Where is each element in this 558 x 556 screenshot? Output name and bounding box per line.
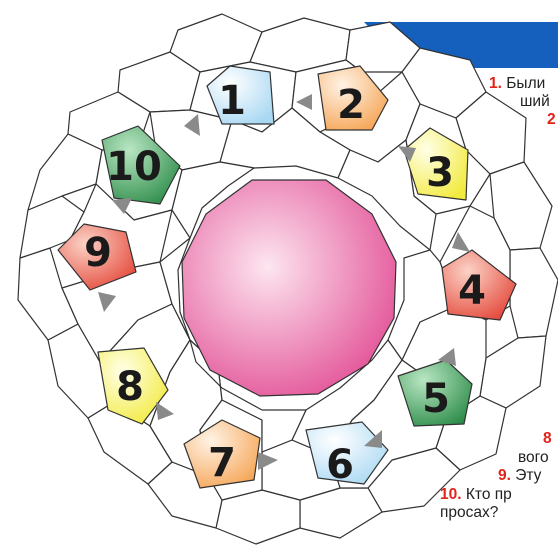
direction-arrow-icon	[156, 402, 174, 420]
grid-cell[interactable]	[189, 339, 307, 453]
grid-cell[interactable]	[159, 237, 191, 341]
numbered-cell-3[interactable]: 3	[398, 127, 469, 201]
cell-shape[interactable]	[317, 65, 389, 131]
cell-shape[interactable]	[97, 347, 169, 425]
grid-cell[interactable]	[509, 247, 558, 339]
direction-arrow-icon	[364, 430, 382, 448]
cell-shape[interactable]	[206, 65, 275, 125]
cell-shape[interactable]	[397, 359, 473, 427]
cell-number: 6	[326, 442, 354, 488]
cell-shape[interactable]	[441, 249, 517, 321]
numbered-cell-2[interactable]: 2	[296, 65, 389, 131]
direction-arrow-icon	[184, 114, 200, 136]
cell-number: 8	[116, 364, 144, 410]
direction-arrow-icon	[112, 198, 132, 214]
cell-shape[interactable]	[403, 127, 469, 201]
cell-number: 4	[458, 268, 486, 314]
cell-number: 2	[337, 82, 365, 128]
cell-number: 9	[84, 230, 112, 276]
grid-cell[interactable]	[479, 335, 547, 409]
numbered-cell-6[interactable]: 6	[305, 421, 389, 488]
numbered-cell-4[interactable]: 4	[441, 232, 517, 321]
cell-number: 1	[218, 78, 246, 124]
cell-shape[interactable]	[305, 421, 389, 485]
direction-arrow-icon	[398, 146, 416, 162]
numbered-cell-10[interactable]: 10	[101, 125, 181, 214]
numbered-cell-7[interactable]: 7	[183, 419, 278, 489]
cell-number: 5	[422, 376, 450, 422]
grid-cell[interactable]	[337, 139, 437, 251]
numbered-cell-9[interactable]: 9	[57, 223, 137, 312]
cell-number: 3	[426, 150, 454, 196]
cell-shape[interactable]	[183, 419, 261, 489]
direction-arrow-icon	[296, 94, 312, 110]
center-decagon	[181, 179, 397, 397]
numbered-cell-5[interactable]: 5	[397, 348, 473, 427]
cell-number: 10	[106, 144, 162, 190]
direction-arrow-icon	[438, 348, 456, 366]
cell-shape[interactable]	[57, 223, 137, 291]
grid-cell[interactable]	[171, 161, 255, 239]
numbered-cell-8[interactable]: 8	[97, 347, 174, 425]
numbered-cell-1[interactable]: 1	[184, 65, 275, 136]
cell-shape[interactable]	[101, 125, 181, 205]
direction-arrow-icon	[98, 292, 116, 312]
direction-arrow-icon	[258, 452, 278, 470]
cell-number: 7	[208, 440, 236, 486]
direction-arrow-icon	[452, 232, 470, 252]
